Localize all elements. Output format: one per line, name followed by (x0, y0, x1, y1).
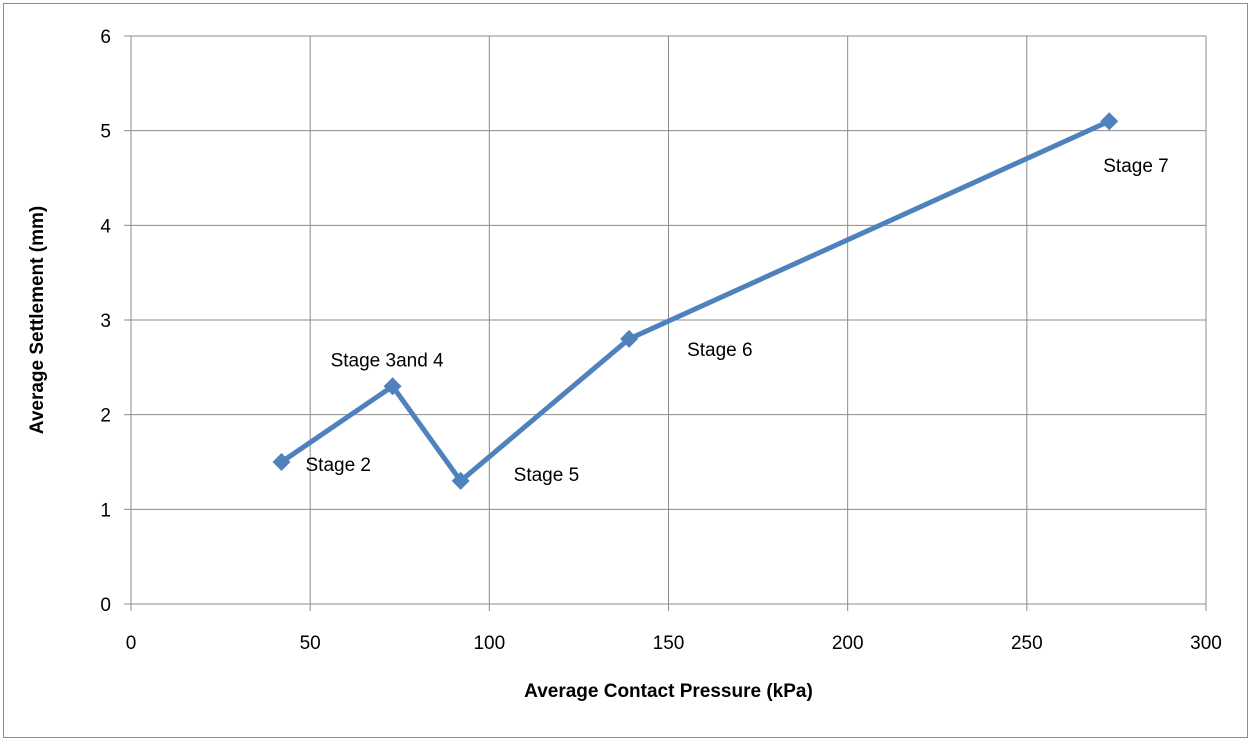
y-tick-label: 4 (100, 216, 111, 237)
chart-frame: 0 1 2 3 4 5 6 0 50 100 150 200 250 300 Stage 2 Stage 3… (3, 3, 1248, 738)
x-tick-label: 200 (832, 633, 864, 654)
series-layer (272, 112, 1119, 490)
y-tick-label: 3 (100, 311, 111, 332)
data-point-label: Stage 7 (1103, 156, 1169, 177)
axes: 0 1 2 3 4 5 6 0 50 100 150 200 250 300 (100, 27, 1221, 654)
data-point-label: Stage 3and 4 (331, 350, 444, 371)
x-tick-label: 100 (473, 633, 505, 654)
data-point-marker (272, 453, 291, 471)
y-tick-label: 6 (100, 27, 111, 48)
data-point-label: Stage 6 (687, 340, 753, 361)
point-labels: Stage 2 Stage 3and 4 Stage 5 Stage 6 Stage 7 (306, 156, 1169, 486)
data-point-marker (451, 471, 470, 490)
data-point-marker (383, 377, 402, 396)
y-axis-title: Average Settlement (mm) (27, 206, 48, 434)
series-line (280, 118, 1111, 484)
y-tick-label: 2 (100, 406, 111, 427)
data-point-marker (620, 329, 639, 348)
data-point-label: Stage 5 (514, 465, 580, 486)
x-tick-label: 0 (126, 633, 137, 654)
grid (131, 35, 1207, 604)
x-tick-label: 250 (1011, 633, 1043, 654)
x-tick-label: 300 (1190, 633, 1222, 654)
data-point-label: Stage 2 (306, 455, 372, 476)
y-tick-label: 0 (100, 595, 111, 616)
y-tick-label: 1 (100, 500, 111, 521)
x-axis-title: Average Contact Pressure (kPa) (524, 681, 813, 702)
data-point-marker (1100, 112, 1119, 131)
settlement-chart: 0 1 2 3 4 5 6 0 50 100 150 200 250 300 Stage 2 Stage 3… (27, 27, 1222, 702)
x-tick-label: 150 (653, 633, 685, 654)
y-tick-label: 5 (100, 122, 111, 143)
x-tick-label: 50 (300, 633, 321, 654)
